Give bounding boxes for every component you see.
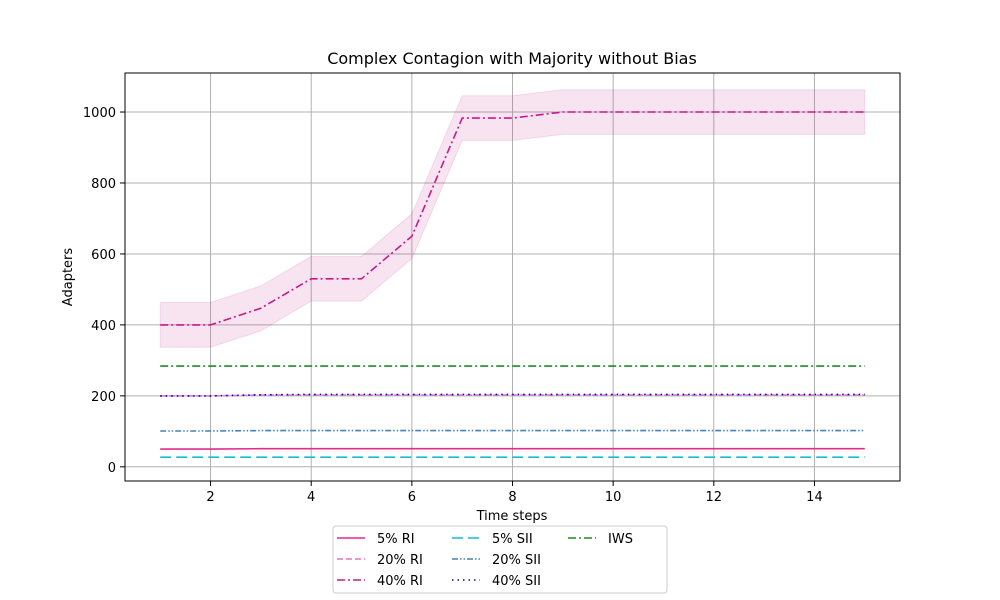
chart-title: Complex Contagion with Majority without …	[327, 49, 697, 68]
legend-label: IWS	[608, 532, 633, 547]
y-tick-label: 1000	[83, 106, 116, 121]
y-tick-label: 200	[91, 390, 116, 405]
series-line-40pct-ri	[160, 111, 865, 326]
legend: 5% RI 20% RI 40% RI 5% SII 20% SII 40% SII IWS	[332, 525, 668, 594]
y-axis-ticks: 0 200 400 600 800 1000	[83, 106, 125, 476]
y-tick-label: 0	[108, 461, 116, 476]
legend-item-5pct-sii: 5% SII	[452, 532, 533, 547]
y-axis-label: Adapters	[61, 248, 76, 307]
y-tick-label: 800	[91, 177, 116, 192]
series-lines	[160, 111, 865, 459]
y-tick-label: 600	[91, 248, 116, 263]
y-tick-label: 400	[91, 319, 116, 334]
x-tick-label: 8	[508, 490, 516, 505]
legend-label: 40% RI	[377, 574, 423, 589]
x-tick-label: 6	[408, 490, 416, 505]
legend-item-20pct-ri: 20% RI	[337, 553, 423, 568]
x-tick-label: 12	[706, 490, 723, 505]
x-axis-label: Time steps	[476, 509, 548, 524]
x-axis-ticks: 2 4 6 8 10 12 14	[206, 481, 823, 505]
x-tick-label: 4	[307, 490, 315, 505]
legend-item-40pct-sii: 40% SII	[452, 574, 541, 589]
legend-item-40pct-ri: 40% RI	[337, 574, 423, 589]
legend-item-iws: IWS	[568, 532, 633, 547]
legend-label: 40% SII	[492, 574, 541, 589]
confidence-band-40pct-ri	[159, 89, 866, 348]
x-tick-label: 2	[206, 490, 214, 505]
legend-item-5pct-ri: 5% RI	[337, 532, 415, 547]
legend-label: 20% RI	[377, 553, 423, 568]
legend-item-20pct-sii: 20% SII	[452, 553, 541, 568]
confidence-bands	[159, 89, 866, 348]
legend-box	[332, 525, 668, 594]
x-tick-label: 14	[806, 490, 823, 505]
legend-label: 5% SII	[492, 532, 533, 547]
legend-label: 20% SII	[492, 553, 541, 568]
legend-label: 5% RI	[377, 532, 415, 547]
series-line-40pct-sii	[160, 393, 865, 397]
x-tick-label: 10	[605, 490, 622, 505]
